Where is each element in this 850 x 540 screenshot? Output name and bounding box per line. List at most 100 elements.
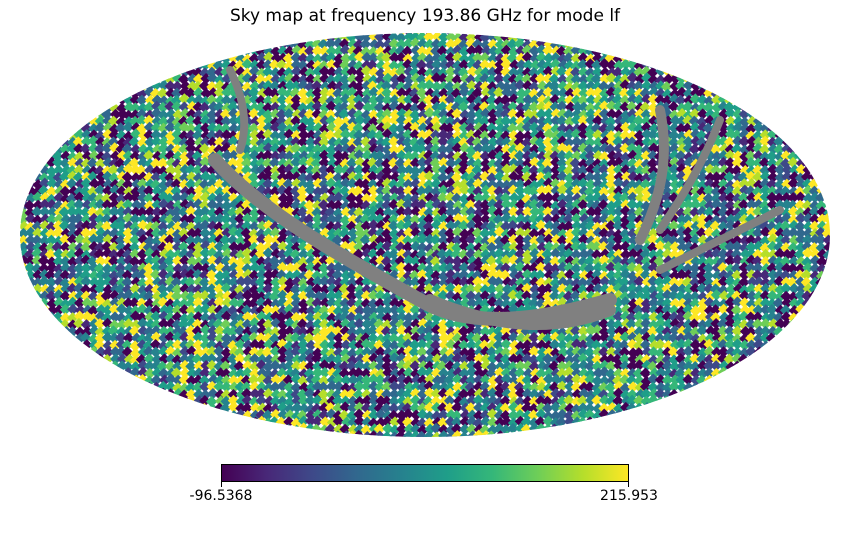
- sky-pixel: [339, 136, 351, 148]
- sky-pixel: [325, 100, 337, 113]
- sky-pixel: [431, 163, 443, 175]
- sky-pixel: [164, 121, 176, 134]
- sky-pixel: [38, 311, 51, 323]
- sky-pixel: [829, 284, 830, 296]
- sky-pixel: [417, 165, 429, 177]
- sky-pixel: [472, 142, 485, 155]
- sky-pixel: [654, 74, 667, 86]
- sky-pixel: [255, 59, 268, 71]
- sky-pixel: [395, 149, 408, 162]
- sky-pixel: [185, 123, 197, 135]
- sky-pixel: [157, 142, 170, 154]
- sky-pixel: [591, 59, 603, 71]
- sky-pixel: [823, 269, 830, 281]
- sky-pixel: [780, 340, 793, 352]
- sky-pixel: [325, 164, 337, 176]
- sky-pixel: [102, 128, 114, 141]
- sky-pixel: [290, 115, 302, 127]
- sky-pixel: [262, 128, 274, 141]
- sky-pixel: [388, 135, 400, 148]
- sky-pixel: [486, 66, 499, 78]
- sky-pixel: [438, 33, 450, 43]
- sky-pixel: [746, 100, 758, 112]
- sky-pixel: [528, 150, 540, 162]
- sky-pixel: [86, 360, 99, 372]
- sky-pixel: [165, 143, 177, 155]
- sky-pixel: [479, 136, 491, 148]
- sky-pixel: [829, 200, 830, 212]
- sky-pixel: [137, 157, 149, 169]
- sky-pixel: [277, 150, 289, 162]
- sky-pixel: [831, 186, 842, 197]
- sky-pixel: [249, 129, 261, 141]
- sky-pixel: [508, 129, 520, 142]
- sky-pixel: [255, 164, 268, 176]
- sky-pixel: [20, 255, 23, 267]
- sky-pixel: [20, 289, 30, 302]
- sky-pixel: [136, 94, 148, 106]
- sky-pixel: [795, 163, 807, 176]
- sky-pixel: [416, 115, 429, 128]
- sky-pixel: [20, 178, 31, 191]
- sky-pixel: [109, 368, 121, 380]
- sky-pixel: [794, 137, 806, 149]
- sky-pixel: [143, 129, 155, 141]
- sky-pixel: [445, 65, 457, 78]
- sky-pixel: [150, 122, 162, 134]
- sky-pixel: [165, 164, 177, 177]
- sky-pixel: [144, 158, 156, 170]
- sky-pixel: [24, 171, 36, 183]
- sky-pixel: [276, 164, 289, 176]
- sky-pixel: [788, 137, 800, 149]
- sky-pixel: [816, 296, 828, 309]
- sky-pixel: [766, 150, 778, 162]
- sky-pixel: [248, 122, 260, 135]
- sky-pixel: [676, 65, 688, 78]
- sky-pixel: [346, 94, 358, 106]
- sky-pixel: [396, 164, 408, 176]
- sky-pixel: [333, 66, 345, 78]
- sky-pixel: [128, 136, 140, 148]
- sky-pixel: [515, 102, 527, 114]
- sky-pixel: [324, 37, 337, 50]
- sky-pixel: [396, 87, 408, 99]
- sky-pixel: [732, 94, 744, 107]
- sky-pixel: [781, 332, 794, 344]
- sky-pixel: [382, 72, 394, 85]
- sky-pixel: [213, 129, 226, 141]
- sky-pixel: [31, 158, 43, 170]
- sky-pixel: [31, 304, 44, 316]
- sky-pixel: [830, 275, 841, 286]
- sky-pixel: [20, 234, 22, 247]
- sky-pixel: [352, 122, 365, 134]
- sky-pixel: [752, 164, 764, 177]
- sky-pixel: [171, 143, 183, 156]
- sky-pixel: [346, 143, 358, 156]
- sky-pixel: [584, 156, 597, 169]
- sky-pixel: [311, 86, 324, 99]
- sky-pixel: [795, 325, 807, 338]
- sky-pixel: [604, 122, 617, 134]
- sky-pixel: [787, 332, 799, 345]
- sky-pixel: [81, 129, 93, 141]
- sky-pixel: [822, 172, 830, 184]
- sky-pixel: [25, 290, 37, 302]
- sky-pixel: [305, 122, 317, 135]
- sky-pixel: [627, 157, 639, 169]
- sky-pixel: [396, 73, 408, 85]
- sky-pixel: [382, 38, 394, 50]
- sky-pixel: [536, 150, 548, 163]
- sky-pixel: [830, 227, 841, 238]
- sky-pixel: [178, 137, 190, 149]
- sky-pixel: [724, 86, 737, 98]
- sky-pixel: [290, 52, 302, 64]
- sky-pixel: [668, 163, 680, 175]
- sky-pixel: [361, 164, 373, 176]
- sky-pixel: [269, 136, 281, 149]
- sky-pixel: [634, 52, 646, 64]
- sky-pixel: [101, 142, 113, 154]
- sky-pixel: [87, 352, 100, 364]
- sky-pixel: [362, 143, 374, 155]
- sky-pixel: [732, 150, 744, 162]
